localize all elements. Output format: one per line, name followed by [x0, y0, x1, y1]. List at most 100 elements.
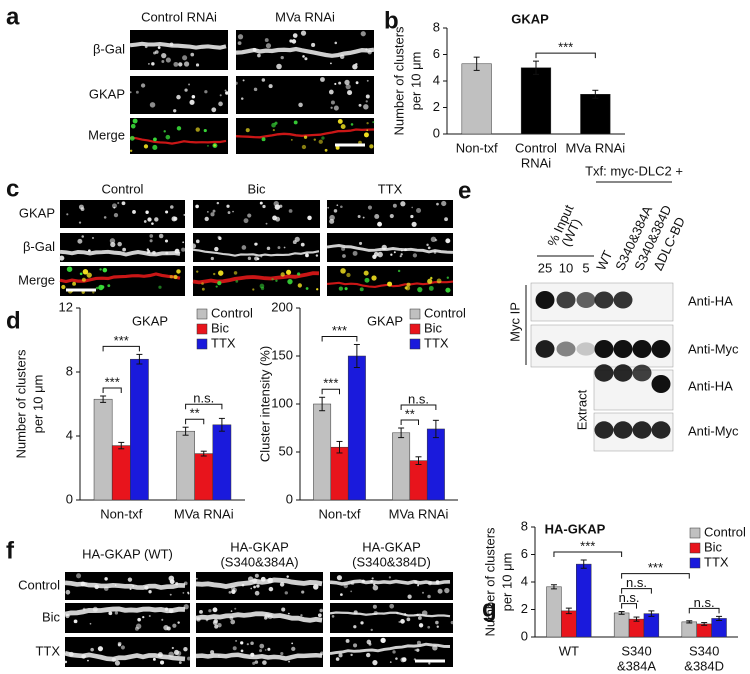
punctum: [129, 587, 132, 591]
micrograph: [234, 76, 374, 114]
punctum: [275, 216, 281, 222]
band: [651, 421, 671, 439]
punctum: [427, 625, 431, 629]
punctum: [342, 254, 346, 258]
significance-bracket: [553, 551, 623, 557]
significance-label: ***: [114, 333, 129, 348]
legend-swatch: [409, 338, 421, 350]
band: [594, 421, 614, 439]
punctum: [97, 646, 104, 652]
row-label: Merge: [18, 272, 55, 287]
punctum: [311, 42, 316, 47]
punctum: [373, 251, 379, 257]
punctum: [362, 216, 365, 219]
punctum: [350, 123, 354, 126]
punctum: [416, 640, 421, 645]
micrograph: [329, 572, 453, 600]
punctum: [142, 615, 145, 619]
bar: [546, 586, 562, 638]
punctum: [395, 657, 398, 660]
punctum: [184, 88, 188, 92]
y-tick-label: 4: [521, 573, 528, 588]
punctum: [363, 270, 369, 276]
bar: [643, 613, 660, 638]
legend-label: Control: [704, 524, 746, 539]
punctum: [204, 216, 209, 222]
legend-swatch: [409, 308, 421, 320]
punctum: [283, 246, 286, 249]
punctum: [393, 251, 396, 254]
punctum: [250, 641, 254, 646]
band: [651, 375, 671, 393]
punctum: [291, 642, 294, 645]
dendrite: [129, 136, 227, 145]
punctum: [217, 281, 222, 286]
legend-swatch: [196, 338, 208, 350]
punctum: [157, 46, 161, 49]
legend-swatch: [409, 323, 421, 335]
punctum: [318, 139, 323, 144]
punctum: [229, 616, 234, 620]
punctum: [82, 607, 86, 611]
punctum: [428, 581, 432, 586]
punctum: [252, 288, 255, 291]
punctum: [252, 578, 258, 584]
punctum: [436, 278, 442, 284]
punctum: [280, 56, 284, 60]
significance-bracket: [535, 52, 596, 59]
punctum: [132, 584, 135, 587]
punctum: [400, 619, 405, 624]
punctum: [176, 269, 181, 274]
punctum: [92, 236, 94, 239]
punctum: [183, 213, 186, 216]
punctum: [412, 253, 418, 258]
panel-label: b: [384, 7, 399, 34]
legend-label: TTX: [704, 554, 729, 569]
punctum: [256, 584, 260, 588]
punctum: [436, 202, 439, 206]
punctum: [173, 109, 177, 113]
punctum: [102, 267, 108, 273]
punctum: [377, 251, 383, 258]
x-tick-label: Non-txf: [319, 506, 361, 521]
punctum: [291, 646, 296, 651]
dendrite: [129, 41, 227, 50]
punctum: [108, 611, 113, 616]
punctum: [265, 43, 272, 49]
punctum: [272, 129, 275, 132]
punctum: [227, 211, 231, 215]
column-label: TTX: [378, 181, 403, 196]
y-tick-label: 4: [66, 427, 73, 442]
column-label: Control: [102, 181, 144, 196]
punctum: [201, 287, 205, 291]
punctum: [414, 580, 418, 584]
punctum: [163, 130, 166, 133]
punctum: [387, 281, 393, 287]
punctum: [168, 608, 174, 614]
bar: [392, 432, 411, 501]
punctum: [330, 100, 335, 105]
punctum: [389, 661, 392, 663]
punctum: [199, 609, 203, 614]
punctum: [241, 97, 244, 100]
dendrite: [59, 249, 181, 257]
punctum: [214, 246, 219, 252]
punctum: [127, 577, 133, 582]
punctum: [98, 284, 104, 291]
punctum: [159, 660, 165, 665]
punctum: [90, 647, 94, 652]
punctum: [319, 608, 323, 613]
blot-label: Anti-Myc: [688, 423, 739, 438]
x-tick-label: MVa RNAi: [174, 506, 234, 521]
error-bar: [592, 89, 599, 99]
y-tick-label: 0: [433, 125, 440, 140]
punctum: [122, 247, 126, 252]
punctum: [81, 277, 86, 282]
punctum: [99, 268, 102, 271]
punctum: [219, 94, 222, 97]
error-bar: [580, 559, 587, 569]
punctum: [388, 576, 391, 579]
significance-bracket: [321, 388, 340, 395]
punctum: [178, 661, 182, 664]
punctum: [303, 135, 308, 139]
